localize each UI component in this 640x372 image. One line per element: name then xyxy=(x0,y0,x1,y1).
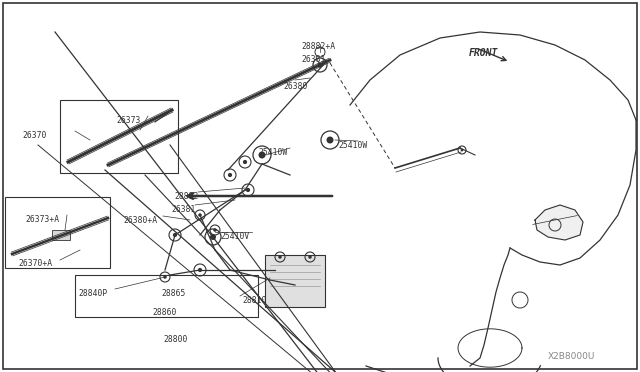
FancyArrowPatch shape xyxy=(532,215,577,224)
Bar xyxy=(265,255,325,307)
Text: X2B8000U: X2B8000U xyxy=(548,352,595,361)
Text: 28860: 28860 xyxy=(152,308,177,317)
Circle shape xyxy=(326,137,333,144)
Text: 28882+A: 28882+A xyxy=(301,42,335,51)
Bar xyxy=(5,197,110,268)
Text: 25410W: 25410W xyxy=(338,141,367,150)
Bar xyxy=(75,275,258,317)
Bar xyxy=(60,100,178,173)
Text: 28810: 28810 xyxy=(242,296,266,305)
Circle shape xyxy=(198,213,202,217)
Text: 25410W: 25410W xyxy=(258,148,287,157)
Text: 28882: 28882 xyxy=(174,192,198,201)
Text: 28800: 28800 xyxy=(163,335,188,344)
Circle shape xyxy=(246,188,250,192)
Circle shape xyxy=(228,173,232,177)
Circle shape xyxy=(259,151,266,158)
Circle shape xyxy=(278,255,282,259)
Circle shape xyxy=(308,255,312,259)
Circle shape xyxy=(173,233,177,237)
Circle shape xyxy=(461,148,463,151)
Text: 26381: 26381 xyxy=(171,205,195,214)
Circle shape xyxy=(243,160,247,164)
Text: 26380+A: 26380+A xyxy=(123,216,157,225)
Text: 26380: 26380 xyxy=(283,82,307,91)
Text: 28840P: 28840P xyxy=(78,289,108,298)
Text: 26370: 26370 xyxy=(22,131,46,140)
Text: 26373: 26373 xyxy=(116,116,140,125)
Text: FRONT: FRONT xyxy=(469,48,499,58)
Text: 26381: 26381 xyxy=(301,55,325,64)
Bar xyxy=(52,230,70,240)
Circle shape xyxy=(317,62,323,67)
Text: 26373+A: 26373+A xyxy=(25,215,59,224)
Text: 26370+A: 26370+A xyxy=(18,259,52,268)
Circle shape xyxy=(213,228,217,232)
Circle shape xyxy=(210,234,216,240)
Circle shape xyxy=(163,275,167,279)
Circle shape xyxy=(198,268,202,272)
Polygon shape xyxy=(535,205,583,240)
Text: 25410V: 25410V xyxy=(220,232,249,241)
Text: 28865: 28865 xyxy=(161,289,186,298)
